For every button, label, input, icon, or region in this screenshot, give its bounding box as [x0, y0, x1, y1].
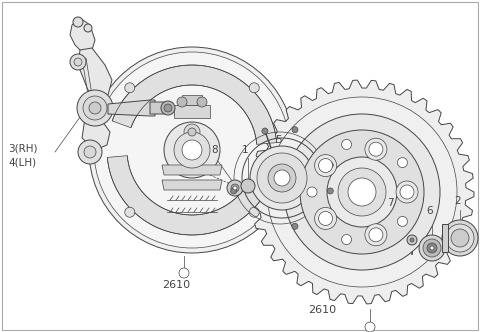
Circle shape — [365, 224, 387, 246]
Circle shape — [231, 184, 239, 192]
Polygon shape — [442, 224, 448, 252]
Circle shape — [419, 235, 445, 261]
Polygon shape — [112, 65, 276, 144]
Circle shape — [400, 185, 414, 199]
Circle shape — [268, 164, 296, 192]
Circle shape — [369, 142, 383, 156]
Text: 3(RH): 3(RH) — [8, 143, 37, 153]
Circle shape — [314, 208, 336, 229]
Circle shape — [89, 47, 295, 253]
Circle shape — [397, 158, 408, 168]
Circle shape — [327, 162, 333, 168]
Polygon shape — [108, 156, 272, 235]
Text: 5: 5 — [275, 135, 281, 145]
Polygon shape — [82, 118, 110, 150]
Circle shape — [249, 207, 259, 217]
Circle shape — [164, 122, 220, 178]
Circle shape — [300, 130, 424, 254]
Circle shape — [267, 97, 457, 287]
Circle shape — [446, 224, 474, 252]
Circle shape — [396, 181, 418, 203]
Circle shape — [342, 234, 351, 245]
Circle shape — [250, 146, 314, 210]
Circle shape — [397, 216, 408, 226]
Circle shape — [327, 157, 397, 227]
Polygon shape — [182, 95, 202, 105]
Circle shape — [249, 83, 259, 93]
Text: 1: 1 — [242, 145, 248, 155]
Circle shape — [319, 159, 333, 173]
Circle shape — [74, 58, 82, 66]
Text: 8: 8 — [212, 145, 218, 155]
Circle shape — [83, 96, 107, 120]
Circle shape — [94, 52, 290, 248]
Circle shape — [365, 138, 387, 160]
Circle shape — [73, 17, 83, 27]
Circle shape — [451, 229, 469, 247]
Polygon shape — [162, 165, 222, 175]
Circle shape — [257, 153, 307, 203]
Text: 2610: 2610 — [308, 305, 336, 315]
Circle shape — [84, 24, 92, 32]
Circle shape — [70, 54, 86, 70]
Circle shape — [427, 243, 437, 253]
Circle shape — [179, 268, 189, 278]
Circle shape — [177, 97, 187, 107]
Circle shape — [410, 238, 414, 242]
Circle shape — [164, 104, 172, 112]
Circle shape — [292, 127, 298, 133]
Text: 6: 6 — [427, 206, 433, 216]
Polygon shape — [174, 105, 210, 118]
Circle shape — [274, 170, 290, 186]
Circle shape — [307, 187, 317, 197]
Circle shape — [78, 140, 102, 164]
Circle shape — [182, 140, 202, 160]
Polygon shape — [150, 102, 170, 114]
Circle shape — [284, 114, 440, 270]
Circle shape — [407, 235, 417, 245]
Polygon shape — [78, 48, 112, 98]
Circle shape — [84, 146, 96, 158]
Circle shape — [423, 239, 441, 257]
Circle shape — [338, 168, 386, 216]
Circle shape — [348, 178, 376, 206]
Circle shape — [314, 155, 336, 177]
Polygon shape — [162, 180, 222, 190]
Circle shape — [442, 220, 478, 256]
Text: 2: 2 — [455, 196, 461, 206]
Circle shape — [369, 228, 383, 242]
Polygon shape — [250, 80, 474, 304]
Text: 7: 7 — [387, 198, 393, 208]
Polygon shape — [108, 100, 155, 116]
Circle shape — [77, 90, 113, 126]
Circle shape — [89, 102, 101, 114]
Circle shape — [161, 101, 175, 115]
Circle shape — [319, 211, 333, 225]
Circle shape — [430, 246, 434, 250]
Circle shape — [262, 128, 268, 134]
Text: 2610: 2610 — [162, 280, 190, 290]
Circle shape — [327, 188, 333, 194]
Circle shape — [184, 124, 200, 140]
Circle shape — [233, 186, 237, 190]
Text: 4(LH): 4(LH) — [8, 157, 36, 167]
Circle shape — [188, 128, 196, 136]
Circle shape — [197, 97, 207, 107]
Circle shape — [125, 207, 135, 217]
Circle shape — [125, 83, 135, 93]
Circle shape — [174, 132, 210, 168]
Circle shape — [227, 180, 243, 196]
Circle shape — [292, 223, 298, 229]
Circle shape — [365, 322, 375, 332]
Polygon shape — [70, 18, 95, 52]
Circle shape — [241, 179, 255, 193]
Circle shape — [342, 139, 351, 149]
Circle shape — [231, 188, 237, 194]
